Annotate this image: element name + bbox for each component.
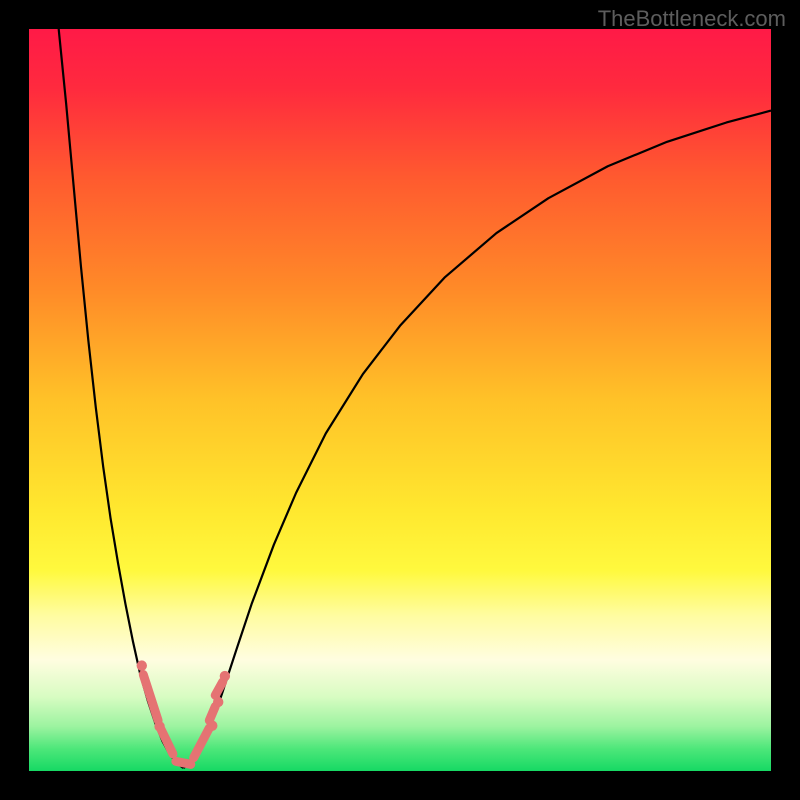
chart-stage: TheBottleneck.com xyxy=(0,0,800,800)
watermark-label: TheBottleneck.com xyxy=(598,6,786,32)
plot-background xyxy=(29,29,771,771)
chart-svg xyxy=(0,0,800,800)
